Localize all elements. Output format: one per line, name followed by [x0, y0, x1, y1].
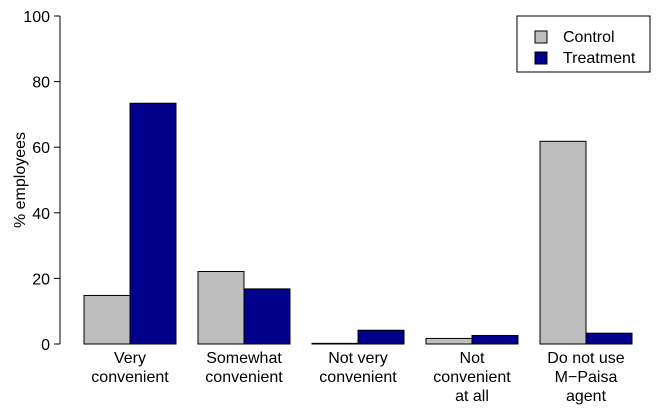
y-tick-label: 100 [23, 9, 50, 26]
y-tick-label: 80 [32, 75, 50, 92]
bar-treatment-1 [243, 288, 291, 345]
x-category-label: agent [566, 388, 607, 405]
x-category-label: convenient [433, 369, 511, 386]
x-category-label: convenient [319, 369, 397, 386]
x-axis-labels: Very convenient Somewhat convenient Not very… [91, 350, 624, 405]
bar-treatment-3 [471, 334, 519, 345]
bar-control-0 [83, 294, 131, 345]
x-category-label: convenient [91, 369, 169, 386]
bar-treatment-4 [585, 332, 633, 345]
bar-control-1 [197, 271, 245, 345]
y-axis: 0 20 40 60 80 100 [23, 9, 61, 354]
x-category-label: Somewhat [206, 350, 282, 367]
bar-treatment-0 [129, 102, 177, 345]
bar-treatment-2 [357, 329, 405, 345]
y-tick-label: 0 [41, 337, 50, 354]
bars [83, 102, 633, 345]
bar-control-3 [425, 337, 473, 345]
y-tick-label: 40 [32, 206, 50, 223]
x-category-label: Do not use [547, 350, 624, 367]
legend-label-treatment: Treatment [563, 50, 636, 67]
y-axis-title: % employees [12, 132, 29, 228]
x-category-label: at all [455, 388, 489, 405]
legend-swatch-control [534, 30, 548, 44]
x-category-label: Very [114, 350, 146, 367]
x-category-label: Not very [328, 350, 388, 367]
y-tick-label: 20 [32, 271, 50, 288]
legend: Control Treatment [516, 15, 651, 73]
bar-control-4 [539, 140, 587, 345]
legend-swatch-treatment [534, 51, 548, 65]
y-tick-label: 60 [32, 140, 50, 157]
bar-control-2 [311, 342, 359, 345]
x-category-label: Not [460, 350, 485, 367]
legend-label-control: Control [563, 29, 615, 46]
x-category-label: M−Paisa [555, 369, 618, 386]
x-category-label: convenient [205, 369, 283, 386]
